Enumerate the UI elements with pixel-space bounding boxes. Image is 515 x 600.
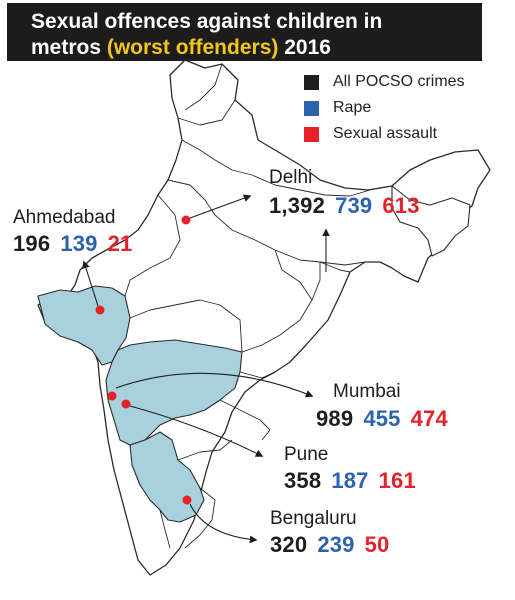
city-dot-bengaluru — [182, 495, 192, 505]
pune-rape: 187 — [331, 468, 369, 493]
pune-all-pocso: 358 — [284, 468, 322, 493]
legend-swatch-sexual-assault — [304, 126, 319, 142]
city-name-ahmedabad: Ahmedabad — [13, 207, 116, 228]
state-borders — [124, 63, 371, 549]
legend-label-rape: Rape — [333, 99, 372, 116]
title-line-2: metros (worst offenders) 2016 — [31, 35, 482, 61]
city-name-bengaluru: Bengaluru — [270, 508, 357, 529]
leader-delhi — [189, 194, 252, 219]
city-dot-mumbai — [107, 391, 117, 401]
bengaluru-sexual-assault: 50 — [364, 532, 390, 557]
legend-label-all-pocso: All POCSO crimes — [333, 73, 465, 90]
legend-label-sexual-assault: Sexual assault — [333, 125, 438, 142]
mumbai-sexual-assault: 474 — [410, 406, 448, 431]
pune-sexual-assault: 161 — [378, 468, 416, 493]
title-line-1: Sexual offences against children in — [31, 10, 383, 33]
bengaluru-rape: 239 — [317, 532, 355, 557]
leader-mumbai — [115, 372, 314, 398]
mumbai-rape: 455 — [363, 406, 401, 431]
city-values-ahmedabad: 196 139 21 — [13, 231, 143, 257]
ahmedabad-all-pocso: 196 — [13, 231, 51, 256]
leader-bengaluru — [189, 503, 258, 544]
city-dot-ahmedabad — [95, 305, 105, 315]
ahmedabad-sexual-assault: 21 — [107, 231, 133, 256]
bengaluru-all-pocso: 320 — [270, 532, 308, 557]
leader-pune — [129, 405, 264, 457]
state-gujarat — [37, 285, 131, 366]
legend-item-rape: Rape — [304, 98, 465, 118]
delhi-all-pocso: 1,392 — [269, 193, 326, 218]
northeast-outline — [391, 185, 471, 257]
legend-swatch-rape — [304, 100, 319, 116]
title-box: Sexual offences against children in metr… — [7, 3, 482, 61]
leader-lines — [82, 194, 330, 544]
delhi-sexual-assault: 613 — [382, 193, 420, 218]
legend-swatch-all-pocso — [304, 74, 319, 90]
title-year: 2016 — [278, 36, 331, 59]
legend-item-sexual-assault: Sexual assault — [304, 124, 465, 144]
leader-ahmedabad — [82, 260, 99, 307]
city-values-bengaluru: 320 239 50 — [270, 532, 400, 558]
delhi-rape: 739 — [335, 193, 373, 218]
city-name-pune: Pune — [284, 444, 329, 465]
city-name-mumbai: Mumbai — [333, 381, 401, 402]
title-prefix: metros — [31, 36, 107, 59]
city-name-delhi: Delhi — [269, 167, 313, 188]
city-values-mumbai: 989 455 474 — [316, 406, 458, 432]
city-dot-delhi — [181, 215, 191, 225]
state-maharashtra — [105, 339, 243, 446]
legend-item-all-pocso: All POCSO crimes — [304, 72, 465, 92]
legend: All POCSO crimes Rape Sexual assault — [304, 72, 465, 150]
mumbai-all-pocso: 989 — [316, 406, 354, 431]
city-dot-pune — [121, 399, 131, 409]
city-values-pune: 358 187 161 — [284, 468, 426, 494]
title-highlight: (worst offenders) — [106, 36, 279, 59]
ahmedabad-rape: 139 — [60, 231, 98, 256]
city-values-delhi: 1,392 739 613 — [269, 193, 430, 219]
